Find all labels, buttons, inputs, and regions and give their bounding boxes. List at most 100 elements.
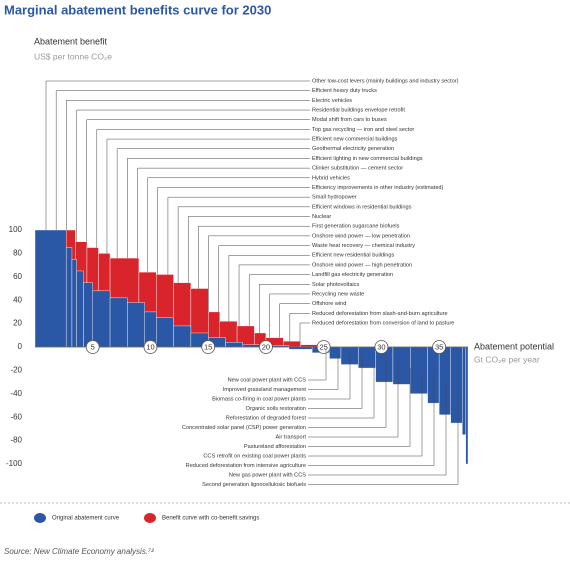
- lever-label: Geothermal electricity generation: [312, 146, 394, 152]
- x-axis-label: Abatement potential: [474, 341, 554, 351]
- leader-line: [116, 148, 310, 259]
- leader-line: [137, 167, 310, 259]
- original-bar: [92, 290, 111, 348]
- leader-line: [55, 90, 310, 230]
- x-tick: [143, 340, 158, 354]
- lever-label: Offshore wind: [312, 301, 346, 307]
- lever-label: Modal shift from cars to buses: [312, 117, 387, 123]
- original-bar: [173, 325, 192, 348]
- legend-swatch: [144, 513, 156, 523]
- original-bar: [329, 346, 342, 359]
- leader-line: [45, 80, 310, 230]
- original-bar: [427, 346, 440, 404]
- original-bar: [340, 346, 359, 365]
- lever-label: Concentrated solar panel (CSP) power gen…: [182, 425, 306, 431]
- lever-label: Efficiency improvements in other industr…: [312, 185, 444, 191]
- y-tick-label: -60: [10, 412, 22, 421]
- leader-line: [218, 245, 310, 312]
- x-axis-unit: Gt CO₂e per year: [474, 354, 540, 364]
- leader-line: [106, 138, 310, 254]
- source: Source: New Climate Economy analysis.⁷²: [4, 547, 154, 556]
- original-bar: [34, 229, 67, 348]
- lever-label: Reduced deforestation from intensive agr…: [186, 463, 306, 469]
- leader-line: [86, 119, 310, 242]
- lever-label: New gas power plant with CCS: [229, 472, 306, 478]
- legend-swatch: [34, 513, 46, 523]
- leader-line: [289, 313, 310, 342]
- original-bar: [225, 342, 244, 348]
- x-tick-label: 25: [319, 342, 327, 351]
- y-tick-label: 0: [18, 342, 23, 351]
- leader-line: [299, 322, 310, 342]
- original-bar: [76, 270, 84, 348]
- leader-line: [66, 100, 310, 230]
- lever-label: Efficient lighting in new commercial bui…: [312, 156, 423, 162]
- leader-line: [308, 372, 423, 457]
- leader-line: [279, 303, 310, 338]
- x-tick: [201, 340, 216, 354]
- lever-label: Organic soils restoration: [246, 406, 306, 412]
- leader-line: [308, 349, 327, 381]
- lever-label: Recycling new waste: [312, 291, 364, 297]
- x-tick-label: 35: [435, 342, 443, 351]
- x-tick-label: 15: [204, 342, 212, 351]
- lever-label: Reduced deforestation from slash-and-bur…: [312, 311, 448, 317]
- original-bar: [83, 282, 93, 348]
- lever-label: Residential buildings envelope retrofit: [312, 108, 405, 114]
- original-bar: [450, 346, 463, 424]
- leader-line: [167, 196, 310, 275]
- y-tick-label: 60: [13, 272, 22, 281]
- y-tick-label: -80: [10, 436, 22, 445]
- lever-label: Nuclear: [312, 214, 331, 220]
- leader-line: [308, 368, 411, 447]
- leader-line: [157, 187, 310, 275]
- lever-label: New coal power plant with CCS: [228, 377, 307, 383]
- y-tick-label: -100: [6, 459, 23, 468]
- leader-line: [308, 356, 363, 409]
- original-bar: [127, 302, 145, 348]
- lever-label: Electric vehicles: [312, 98, 352, 104]
- leader-line: [238, 264, 310, 326]
- lever-label: Efficient windows in residential buildin…: [312, 204, 412, 210]
- lever-label: Hybrid vehicles: [312, 175, 350, 181]
- lever-label: Onshore wind power — low penetration: [312, 233, 410, 239]
- lever-label: Solar photovoltaics: [312, 282, 359, 288]
- y-tick-label: 80: [13, 249, 22, 258]
- y-tick-label: 100: [9, 225, 23, 234]
- original-bar: [438, 346, 451, 416]
- lever-label: Onshore wind power — high penetration: [312, 262, 412, 268]
- original-bar: [462, 346, 466, 435]
- x-tick-label: 5: [91, 342, 95, 351]
- lever-label: Top gas recycling — iron and steel secto…: [312, 127, 414, 133]
- original-bar: [65, 247, 73, 348]
- leader-line: [96, 129, 310, 248]
- y-tick-label: -20: [10, 366, 22, 375]
- x-tick: [316, 340, 331, 354]
- leader-line: [228, 254, 310, 322]
- original-bar: [465, 346, 469, 465]
- leader-line: [308, 372, 435, 466]
- lever-label: Air transport: [276, 434, 307, 440]
- y-axis-unit: US$ per tonne CO₂e: [34, 51, 112, 61]
- lever-label: Small hydropower: [312, 195, 357, 201]
- y-tick-label: -40: [10, 389, 22, 398]
- leader-line: [208, 235, 310, 312]
- lever-label: Improved grassland management: [223, 387, 307, 393]
- x-tick: [259, 340, 273, 354]
- leader-line: [308, 358, 387, 428]
- lever-label: Clinker substitution — cement sector: [312, 166, 403, 172]
- x-tick: [374, 340, 389, 354]
- lever-label: Reforestation of degraded forest: [226, 415, 307, 421]
- x-tick-label: 20: [262, 342, 270, 351]
- chart-title: Marginal abatement benefits curve for 20…: [4, 2, 271, 17]
- lever-label: Reduced deforestation from conversion of…: [312, 320, 454, 326]
- leader-line: [76, 109, 310, 242]
- leader-line: [259, 284, 310, 333]
- lever-label: CCS retrofit on existing coal power plan…: [203, 453, 306, 459]
- lever-label: Pastureland afforestation: [244, 444, 306, 450]
- lever-label: Other low-cost levers (mainly buildings …: [312, 78, 459, 84]
- y-tick-label: 40: [13, 295, 22, 304]
- x-tick-label: 30: [377, 342, 385, 351]
- leader-line: [269, 293, 310, 338]
- leader-line: [308, 393, 459, 485]
